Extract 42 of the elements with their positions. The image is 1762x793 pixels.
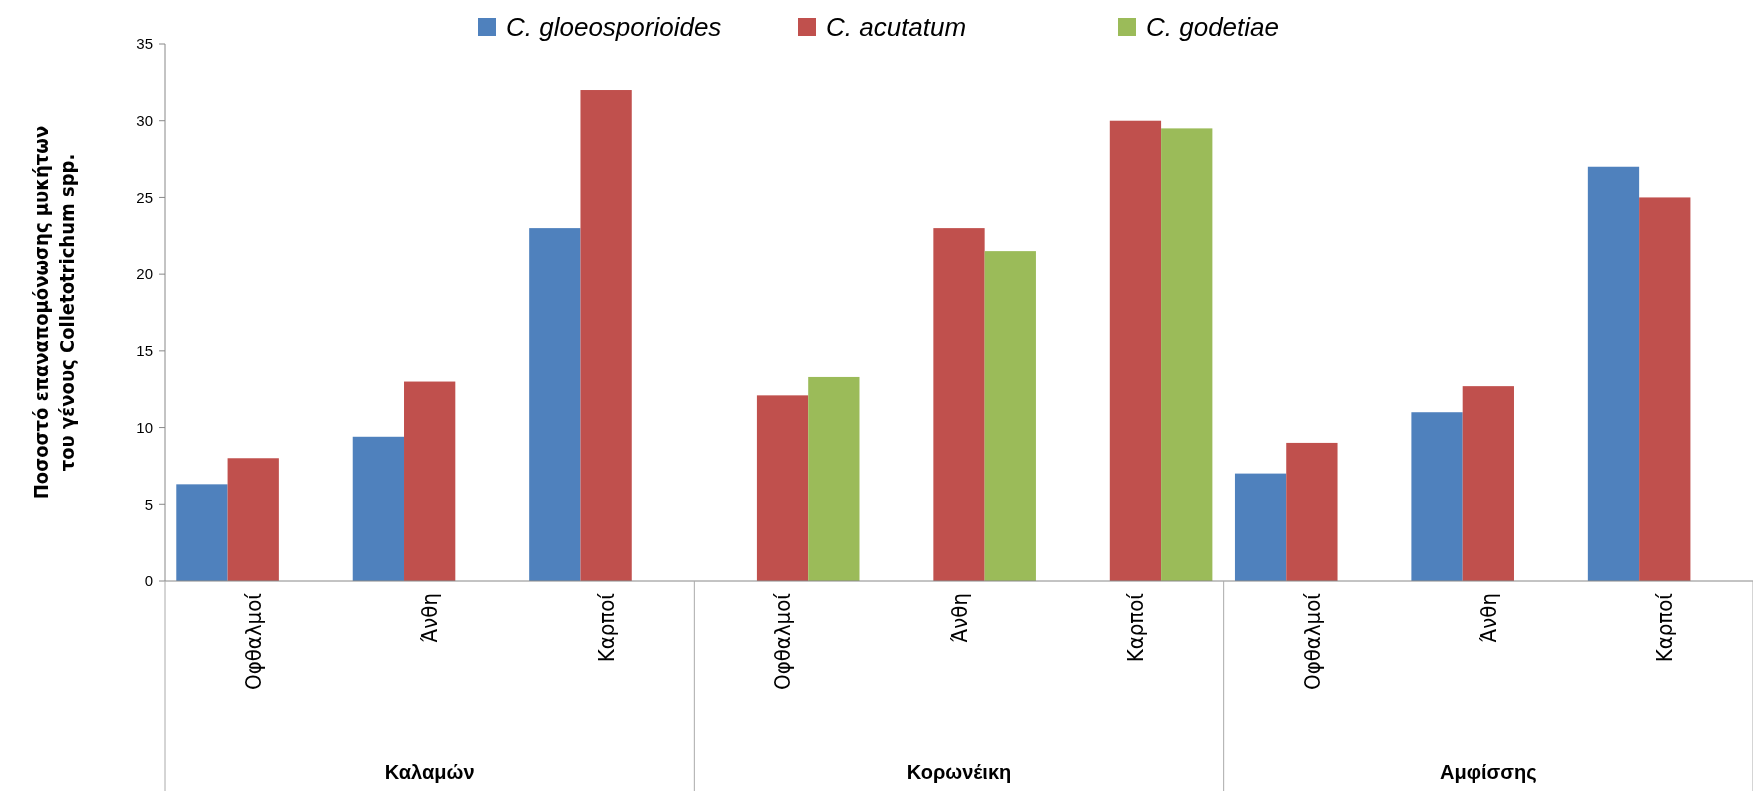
bar — [1639, 197, 1691, 581]
bar — [1109, 120, 1162, 581]
y-tick-label: 20 — [136, 265, 153, 283]
y-tick-label: 0 — [144, 572, 153, 590]
y-tick-label: 30 — [136, 111, 153, 129]
bar — [176, 484, 228, 581]
bar — [1462, 386, 1514, 581]
bar — [1234, 473, 1287, 581]
bar — [808, 376, 860, 581]
bar — [529, 228, 581, 581]
legend-label: C. acutatum — [826, 12, 967, 43]
text: Κορωνέικη — [906, 761, 1012, 783]
y-tick-label: 10 — [136, 418, 153, 436]
bar — [352, 436, 405, 581]
bar — [1161, 128, 1213, 581]
x-tick-label: Οφθαλμοί — [1299, 592, 1325, 690]
text: Αμφίσσης — [1440, 761, 1537, 783]
y-tick-label: 25 — [136, 188, 153, 206]
bar — [984, 251, 1036, 581]
text: Καλαμών — [384, 761, 475, 783]
bar — [227, 458, 279, 581]
bar — [756, 395, 809, 581]
legend-label: C. godetiae — [1146, 12, 1279, 43]
x-tick-label: Καρποί — [1652, 592, 1678, 663]
x-tick-label: Άνθη — [1476, 593, 1502, 643]
bar — [404, 381, 456, 581]
y-tick-label: 5 — [144, 495, 153, 513]
x-tick-label: Άνθη — [946, 593, 972, 643]
y-tick-label: 35 — [136, 35, 153, 53]
bar — [1587, 166, 1640, 581]
y-axis-title: Ποσοστό επαναπομόνωσης μυκήτων του γένους Colletotrichum spp. — [29, 125, 79, 500]
bar — [1286, 442, 1338, 581]
x-tick-label: Άνθη — [417, 593, 443, 643]
x-tick-label: Καρποί — [1123, 592, 1149, 663]
legend-label: C. gloeosporioides — [506, 12, 722, 43]
bar — [580, 90, 632, 581]
bar — [933, 228, 985, 581]
bar — [1411, 412, 1463, 581]
y-tick-label: 15 — [136, 342, 153, 360]
x-tick-label: Οφθαλμοί — [240, 592, 266, 690]
x-tick-label: Οφθαλμοί — [770, 592, 796, 690]
x-tick-label: Καρποί — [593, 592, 619, 663]
